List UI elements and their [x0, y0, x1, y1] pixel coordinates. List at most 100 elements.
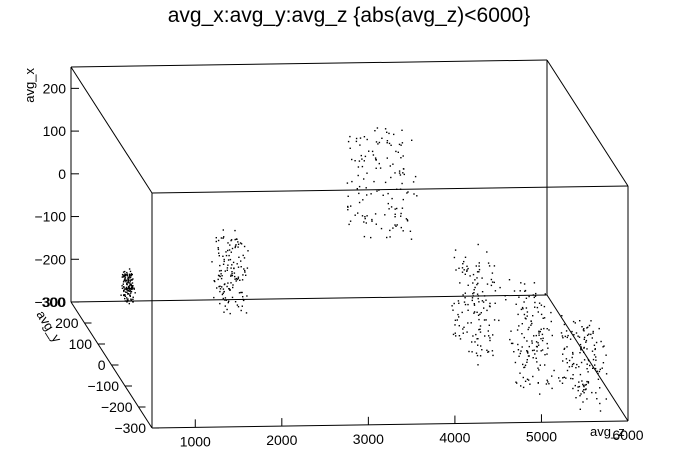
scatter-point	[124, 288, 126, 290]
scatter-point	[574, 322, 576, 324]
scatter-point	[391, 197, 393, 200]
box-edge	[546, 294, 629, 422]
scatter-point	[583, 338, 585, 340]
scatter-point	[521, 306, 524, 309]
scatter-point	[520, 282, 522, 284]
scatter-point	[551, 387, 553, 390]
scatter-point	[231, 247, 234, 250]
scatter-point	[539, 330, 541, 333]
scatter-point	[406, 219, 409, 221]
scatter-point	[410, 238, 413, 240]
scatter-point	[560, 332, 563, 334]
scatter-point	[129, 270, 132, 273]
scatter-point	[533, 282, 536, 284]
scatter-point	[386, 131, 388, 133]
scatter-point	[219, 275, 221, 278]
scatter-point	[237, 266, 240, 268]
scatter-point	[563, 348, 565, 350]
scatter-point	[127, 278, 129, 280]
scatter-point	[517, 313, 519, 316]
scatter-point	[559, 380, 561, 382]
scatter-point	[544, 293, 546, 295]
scatter-point	[479, 325, 482, 327]
scatter-point	[535, 334, 537, 337]
scatter-point	[566, 362, 568, 364]
scatter-point	[505, 299, 507, 301]
scatter-point	[522, 376, 524, 379]
scatter-point	[222, 255, 224, 257]
scatter-point	[401, 207, 404, 209]
scatter-point	[535, 292, 537, 295]
scatter-point	[498, 319, 500, 322]
scatter-point	[457, 313, 459, 316]
scatter-point	[123, 294, 125, 297]
scatter-point	[375, 141, 378, 143]
scatter-point	[534, 353, 536, 355]
scatter-point	[540, 313, 543, 316]
scatter-point	[400, 215, 402, 217]
scatter-point	[378, 189, 380, 191]
scatter-point	[553, 369, 555, 372]
scatter-point	[394, 172, 396, 174]
scatter-point	[375, 158, 377, 161]
scatter-point	[125, 286, 128, 289]
scatter-point	[238, 292, 241, 294]
scatter-point	[568, 366, 571, 368]
scatter-point	[566, 369, 569, 372]
scatter-point	[366, 138, 368, 141]
scatter-point	[221, 286, 223, 288]
scatter-point	[540, 328, 542, 330]
y-tick-label: 200	[55, 315, 79, 331]
scatter-point	[587, 371, 589, 373]
scatter-point	[543, 317, 546, 319]
scatter-point	[130, 274, 132, 276]
scatter-point	[454, 319, 457, 321]
scatter-point	[235, 280, 237, 282]
scatter-point	[527, 328, 529, 331]
scatter-point	[371, 150, 374, 153]
scatter-point	[380, 227, 383, 230]
scatter-point	[484, 335, 486, 337]
scatter-point	[128, 282, 130, 284]
scatter-point	[585, 341, 587, 343]
scatter-point	[562, 337, 564, 339]
scatter-point	[389, 229, 391, 232]
scatter-point	[603, 345, 605, 347]
scatter-point	[582, 329, 585, 331]
x-tick-label: 6000	[612, 427, 643, 443]
scatter-point	[220, 277, 223, 280]
scatter-point	[487, 330, 489, 332]
scatter-point	[587, 326, 589, 328]
scatter-point	[532, 357, 534, 359]
z-tick-label: −100	[34, 209, 66, 225]
scatter-point	[222, 229, 224, 231]
scatter-point	[127, 293, 129, 295]
scatter-point	[401, 129, 403, 131]
scatter-point	[371, 218, 373, 221]
scatter-point	[236, 263, 238, 265]
scatter-point	[130, 283, 132, 285]
scatter-point	[124, 297, 126, 300]
scatter-point	[124, 294, 126, 296]
scatter-point	[591, 337, 593, 339]
scatter-point	[523, 336, 525, 339]
scatter-point	[454, 324, 456, 326]
scatter-point	[457, 300, 460, 302]
scatter-point	[364, 216, 366, 218]
scatter-point	[517, 349, 520, 351]
scatter-point	[486, 309, 488, 312]
scatter-point	[366, 194, 368, 196]
scatter-point	[393, 133, 395, 136]
scatter-point	[392, 163, 394, 165]
scatter-point	[133, 288, 135, 290]
scatter-point	[586, 363, 588, 365]
scatter-point	[582, 401, 584, 403]
scatter-point	[531, 349, 534, 352]
scatter-point	[474, 341, 476, 343]
scatter-point	[487, 262, 490, 264]
scatter-point	[397, 151, 399, 153]
scatter-point	[492, 334, 494, 336]
box-edge	[151, 420, 629, 429]
scatter-point	[354, 160, 356, 162]
